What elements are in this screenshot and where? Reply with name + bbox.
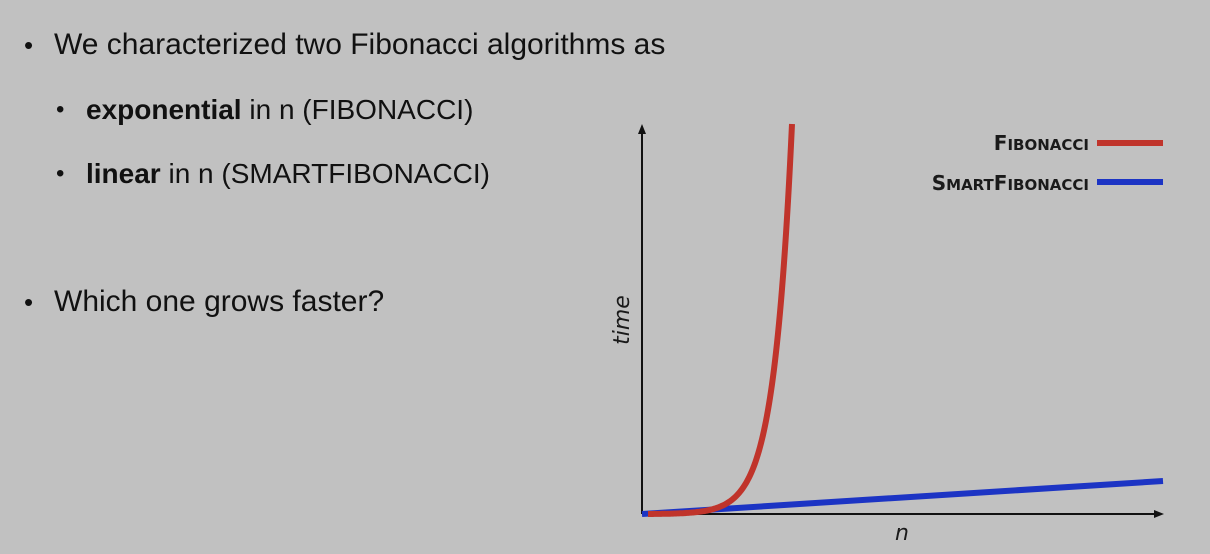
legend-label-smartfibonacci: SMARTFIBONACCI xyxy=(932,171,1089,195)
bullet-text: Which one grows faster? xyxy=(54,285,385,318)
x-axis-title: n xyxy=(895,521,909,546)
bullet-dot: • xyxy=(24,30,34,60)
bullet-text: We characterized two Fibonacci algorithm… xyxy=(54,28,666,61)
bullet-linear: • linear in n (SMARTFIBONACCI) xyxy=(56,156,491,192)
bullet-bold-text: linear xyxy=(86,158,161,189)
bullet-dot: • xyxy=(56,160,65,187)
bullet-question: • Which one grows faster? xyxy=(24,284,385,320)
bullet-rest-text: in n (FIBONACCI) xyxy=(241,94,474,125)
bullet-dot: • xyxy=(56,96,65,123)
y-axis-title: time xyxy=(610,295,635,345)
bullet-rest-text: in n (SMARTFIBONACCI) xyxy=(160,158,491,189)
legend: FIBONACCI SMARTFIBONACCI xyxy=(932,131,1163,195)
bullet-bold-text: exponential xyxy=(86,94,242,125)
legend-label-fibonacci: FIBONACCI xyxy=(994,131,1089,155)
series-line-fibonacci xyxy=(648,123,795,517)
bullet-characterized: • We characterized two Fibonacci algorit… xyxy=(24,27,666,63)
bullet-dot: • xyxy=(24,287,34,317)
y-axis-arrow xyxy=(638,124,646,134)
x-axis-arrow xyxy=(1154,510,1164,518)
bullet-exponential: • exponential in n (FIBONACCI) xyxy=(56,92,474,128)
series-line-smartfibonacci xyxy=(641,478,1164,517)
